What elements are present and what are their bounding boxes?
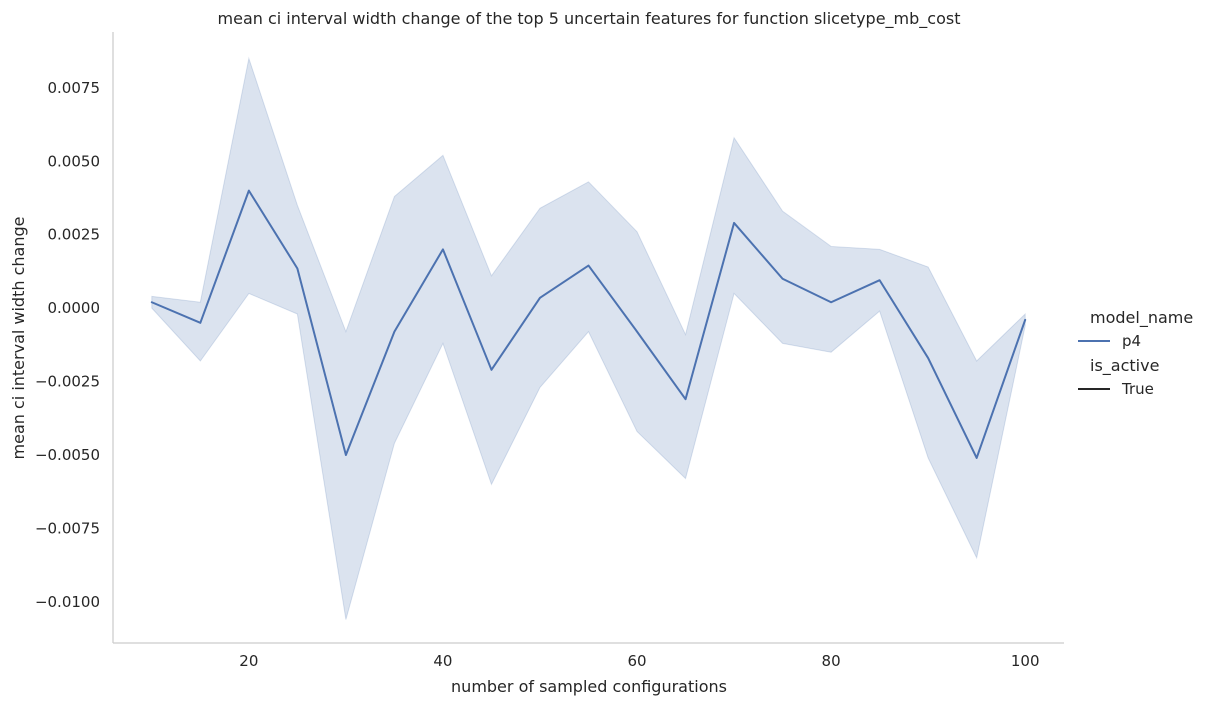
x-tick-label: 60 <box>627 652 646 670</box>
x-tick-label: 100 <box>1011 652 1040 670</box>
x-axis-ticks: 20 40 60 80 100 <box>239 652 1039 670</box>
y-axis-label: mean ci interval width change <box>9 217 28 460</box>
chart-title: mean ci interval width change of the top… <box>218 9 961 29</box>
y-tick-label: −0.0100 <box>35 593 100 611</box>
y-tick-label: 0.0025 <box>48 226 101 244</box>
series-line-layer <box>150 189 1027 459</box>
y-tick-label: −0.0050 <box>35 446 100 464</box>
x-tick-label: 20 <box>239 652 258 670</box>
x-axis-label: number of sampled configurations <box>451 677 727 696</box>
confidence-band-layer <box>151 56 1026 620</box>
confidence-band-p4 <box>151 56 1026 620</box>
legend-hue-title: model_name <box>1090 308 1193 328</box>
plot-area <box>150 56 1027 620</box>
legend: model_name p4 is_active True <box>1078 308 1193 398</box>
y-axis-ticks: 0.0075 0.0050 0.0025 0.0000 −0.0025 −0.0050 −0… <box>35 79 100 611</box>
legend-label-true: True <box>1121 380 1154 398</box>
x-tick-label: 80 <box>822 652 841 670</box>
y-tick-label: −0.0025 <box>35 373 100 391</box>
x-tick-label: 40 <box>433 652 452 670</box>
y-tick-label: −0.0075 <box>35 519 100 537</box>
legend-style-title: is_active <box>1090 356 1159 376</box>
legend-label-p4: p4 <box>1122 332 1141 350</box>
y-tick-label: 0.0000 <box>48 299 101 317</box>
series-line-p4 <box>150 189 1027 459</box>
y-tick-label: 0.0050 <box>48 152 101 170</box>
y-tick-label: 0.0075 <box>48 79 101 97</box>
